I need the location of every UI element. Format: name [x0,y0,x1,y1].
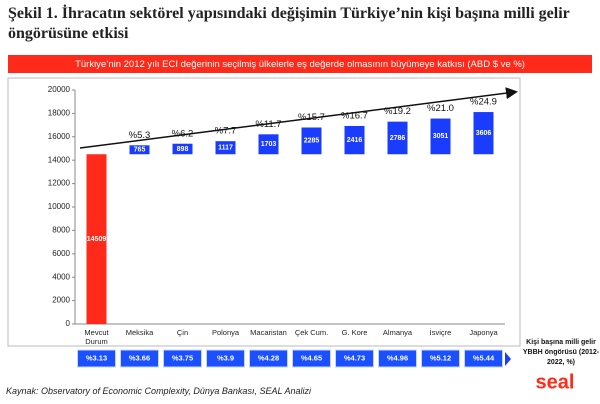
increase-label: %21.0 [427,103,454,114]
y-tick-label: 4000 [52,272,70,281]
increase-label: %7.7 [215,126,237,137]
y-tick-label: 0 [66,319,71,328]
forecast-label: %3.9 [217,353,234,362]
forecast-box [120,349,159,368]
bar-label: 1117 [218,145,233,152]
forecast-box [335,349,374,368]
bar-label: 765 [134,147,146,154]
x-tick-label: Polonya [211,328,240,337]
x-tick-label: Almanya [382,328,413,337]
forecast-label: %3.66 [129,353,150,362]
forecast-label: %5.12 [430,353,451,362]
forecast-box [77,349,116,368]
y-tick-label: 14000 [48,155,71,164]
x-tick-label: Çin [176,328,189,337]
increase-label: %11.7 [255,119,281,130]
y-tick-label: 18000 [48,109,71,118]
bar [473,112,494,155]
forecast-box [464,349,503,368]
bar [172,143,193,155]
bar [387,121,408,155]
logo: seal [536,371,575,393]
y-tick-label: 6000 [52,249,70,258]
x-tick-label: Japonya [469,328,498,337]
forecast-box [292,349,331,368]
bar-label: 2786 [390,135,406,142]
increase-label: %6.2 [172,128,194,139]
bar-label: 14509 [87,236,107,243]
bar [129,145,150,155]
forecast-label: %5.44 [473,353,495,362]
forecast-label: %3.75 [172,353,193,362]
y-tick-label: 12000 [48,179,71,188]
bar-label: 3051 [433,133,449,140]
y-tick-label: 2000 [52,296,70,305]
forecast-label: %3.13 [86,353,107,362]
x-tick-label: G. Kore [341,328,368,337]
forecast-label: %4.73 [344,353,365,362]
y-tick-label: 10000 [48,202,71,211]
increase-label: %15.7 [298,112,325,123]
plot-frame [7,77,521,347]
forecast-label: %4.65 [301,353,322,362]
x-tick-label: Meksika [125,328,154,337]
bar-label: 2416 [347,137,363,144]
forecast-box [421,349,460,368]
forecast-box [206,349,245,368]
forecast-title: Kişi başına milli gelir YBBH öngörüsü (2… [522,339,600,366]
chart-subtitle: Türkiye’nin 2012 yılı ECI değerinin seçi… [75,59,525,70]
y-tick-label: 20000 [48,85,71,94]
increase-label: %19.2 [384,106,411,117]
forecast-box [163,349,202,368]
increase-label: %16.7 [341,110,368,121]
subtitle-banner [8,55,592,73]
y-tick-label: 16000 [48,132,71,141]
bar-label: 2285 [304,138,320,145]
bar-label: 3606 [476,130,492,137]
bar [430,118,451,155]
x-tick-label: İsviçre [429,328,452,337]
increase-label: %5.3 [129,130,151,141]
increase-label: %24.9 [470,97,497,108]
bar [86,154,107,324]
source: Kaynak: Observatory of Economic Complexi… [6,386,311,396]
y-tick-label: 8000 [52,226,70,235]
chart-title: Şekil 1. İhracatın sektörel yapısındaki … [8,5,570,42]
bar [301,127,322,155]
trend-arrow [79,87,518,149]
bar [258,134,279,155]
forecast-label: %4.96 [387,353,408,362]
bar [215,141,236,155]
forecast-arrow [505,352,511,366]
forecast-box [249,349,288,368]
x-tick-label: Mevcut Durum [84,328,109,346]
forecast-box [378,349,417,368]
bar-label: 1703 [261,141,277,148]
x-tick-label: Macaristan [250,328,287,337]
bar-label: 898 [177,146,189,153]
x-tick-label: Çek Cum. [294,328,329,337]
forecast-label: %4.28 [258,353,279,362]
bar [344,125,365,155]
